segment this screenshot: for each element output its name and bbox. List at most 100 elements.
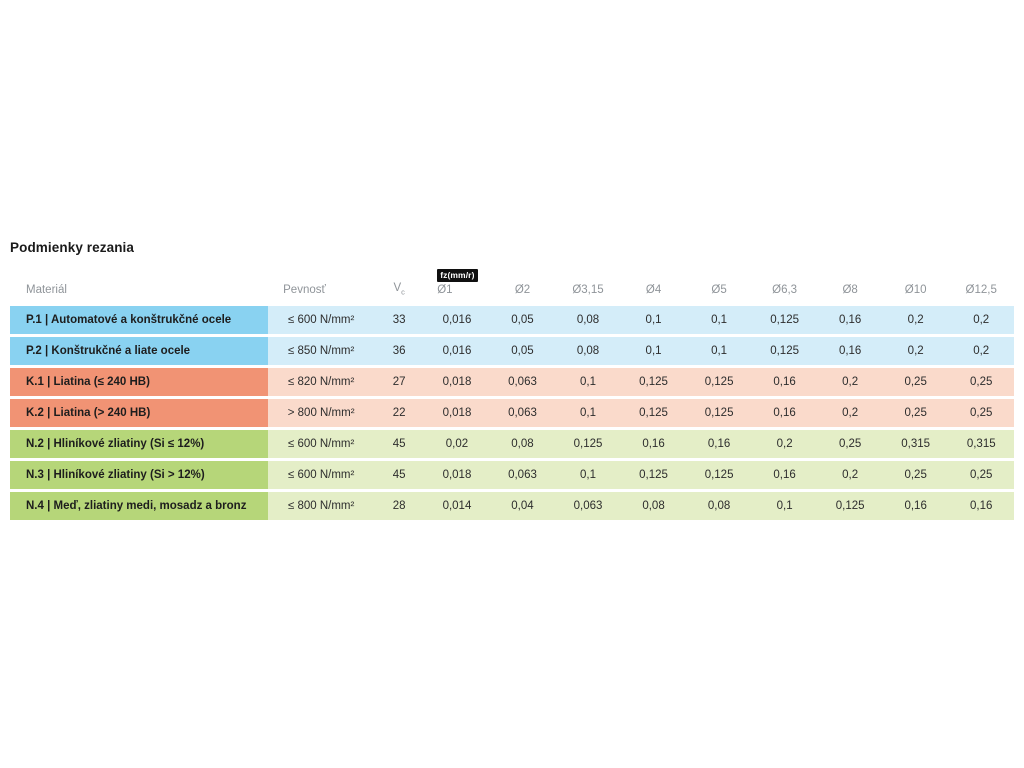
fz-cell: 0,125 (620, 461, 687, 489)
fz-cell: 0,018 (424, 461, 490, 489)
column-header-d8: Ø10 (904, 284, 927, 296)
d1-label: Ø1 (437, 284, 453, 296)
header-row: Materiál Pevnosť Vc fz(mm/r) Ø1 Ø2 Ø3,15… (10, 267, 1014, 303)
fz-cell: 0,25 (948, 368, 1014, 396)
fz-cell: 0,16 (948, 492, 1014, 520)
material-cell: N.4 | Meď, zliatiny medi, mosadz a bronz (10, 492, 269, 520)
table-row: K.1 | Liatina (≤ 240 HB) ≤ 820 N/mm² 27 … (10, 368, 1014, 396)
vc-cell: 22 (374, 399, 425, 427)
column-header-d5: Ø5 (711, 284, 727, 296)
fz-cell: 0,125 (620, 399, 687, 427)
fz-cell: 0,16 (817, 337, 883, 365)
fz-cell: 0,063 (489, 461, 556, 489)
fz-cell: 0,1 (686, 306, 752, 334)
vc-cell: 27 (374, 368, 425, 396)
column-header-d6: Ø6,3 (772, 284, 798, 296)
fz-cell: 0,125 (686, 461, 752, 489)
fz-cell: 0,2 (882, 306, 949, 334)
fz-cell: 0,063 (489, 399, 556, 427)
fz-cell: 0,16 (751, 399, 818, 427)
strength-cell: ≤ 850 N/mm² (268, 337, 375, 365)
vc-cell: 36 (374, 337, 425, 365)
strength-cell: > 800 N/mm² (268, 399, 375, 427)
fz-cell: 0,04 (489, 492, 556, 520)
vc-cell: 45 (374, 461, 425, 489)
fz-cell: 0,16 (686, 430, 752, 458)
fz-cell: 0,2 (948, 337, 1014, 365)
fz-cell: 0,125 (620, 368, 687, 396)
table-row: P.1 | Automatové a konštrukčné ocele ≤ 6… (10, 306, 1014, 334)
table-row: K.2 | Liatina (> 240 HB) > 800 N/mm² 22 … (10, 399, 1014, 427)
fz-cell: 0,25 (882, 368, 949, 396)
fz-cell: 0,1 (555, 461, 621, 489)
strength-cell: ≤ 820 N/mm² (268, 368, 375, 396)
fz-cell: 0,1 (751, 492, 818, 520)
fz-cell: 0,16 (751, 461, 818, 489)
fz-cell: 0,16 (751, 368, 818, 396)
fz-cell: 0,063 (555, 492, 621, 520)
fz-cell: 0,2 (817, 368, 883, 396)
fz-cell: 0,125 (817, 492, 883, 520)
fz-cell: 0,16 (620, 430, 687, 458)
fz-cell: 0,08 (686, 492, 752, 520)
strength-cell: ≤ 600 N/mm² (268, 461, 375, 489)
fz-cell: 0,25 (882, 461, 949, 489)
material-cell: P.2 | Konštrukčné a liate ocele (10, 337, 269, 365)
fz-cell: 0,16 (882, 492, 949, 520)
material-cell: N.2 | Hliníkové zliatiny (Si ≤ 12%) (10, 430, 269, 458)
fz-cell: 0,1 (555, 399, 621, 427)
fz-cell: 0,315 (882, 430, 949, 458)
fz-cell: 0,08 (620, 492, 687, 520)
fz-cell: 0,125 (686, 399, 752, 427)
table-row: N.3 | Hliníkové zliatiny (Si > 12%) ≤ 60… (10, 461, 1014, 489)
fz-cell: 0,2 (817, 461, 883, 489)
column-header-vc: Vc (374, 267, 424, 303)
fz-cell: 0,125 (555, 430, 621, 458)
fz-cell: 0,05 (489, 337, 556, 365)
column-header-material: Materiál (26, 284, 67, 296)
material-cell: K.1 | Liatina (≤ 240 HB) (10, 368, 269, 396)
fz-cell: 0,2 (751, 430, 818, 458)
column-header-d9: Ø12,5 (965, 284, 997, 296)
fz-cell: 0,315 (948, 430, 1014, 458)
fz-cell: 0,02 (424, 430, 490, 458)
column-header-d2: Ø2 (514, 284, 531, 296)
fz-cell: 0,1 (620, 306, 687, 334)
fz-cell: 0,25 (948, 461, 1014, 489)
material-cell: K.2 | Liatina (> 240 HB) (10, 399, 269, 427)
strength-cell: ≤ 600 N/mm² (268, 430, 375, 458)
fz-cell: 0,2 (817, 399, 883, 427)
vc-subscript: c (401, 287, 405, 296)
fz-cell: 0,05 (489, 306, 556, 334)
vc-cell: 28 (374, 492, 425, 520)
column-header-d3: Ø3,15 (572, 284, 604, 296)
table-row: N.2 | Hliníkové zliatiny (Si ≤ 12%) ≤ 60… (10, 430, 1014, 458)
fz-cell: 0,125 (751, 306, 818, 334)
fz-cell: 0,125 (686, 368, 752, 396)
fz-unit-badge: fz(mm/r) (437, 269, 478, 282)
fz-cell: 0,25 (817, 430, 883, 458)
fz-cell: 0,125 (751, 337, 818, 365)
fz-cell: 0,25 (882, 399, 949, 427)
fz-cell: 0,014 (424, 492, 490, 520)
fz-cell: 0,2 (882, 337, 949, 365)
page-title: Podmienky rezania (10, 240, 134, 255)
fz-cell: 0,25 (948, 399, 1014, 427)
fz-cell: 0,1 (686, 337, 752, 365)
fz-cell: 0,08 (555, 337, 621, 365)
cutting-conditions-table: Materiál Pevnosť Vc fz(mm/r) Ø1 Ø2 Ø3,15… (10, 264, 1014, 523)
cutting-conditions-table-wrap: Materiál Pevnosť Vc fz(mm/r) Ø1 Ø2 Ø3,15… (10, 264, 1014, 523)
fz-cell: 0,018 (424, 368, 490, 396)
fz-cell: 0,16 (817, 306, 883, 334)
strength-cell: ≤ 600 N/mm² (268, 306, 375, 334)
fz-cell: 0,1 (620, 337, 687, 365)
column-header-strength: Pevnosť (283, 284, 326, 296)
fz-cell: 0,016 (424, 306, 490, 334)
fz-cell: 0,1 (555, 368, 621, 396)
fz-cell: 0,08 (489, 430, 556, 458)
material-cell: P.1 | Automatové a konštrukčné ocele (10, 306, 269, 334)
fz-cell: 0,018 (424, 399, 490, 427)
vc-label: V (393, 281, 402, 294)
column-header-d4: Ø4 (645, 284, 662, 296)
